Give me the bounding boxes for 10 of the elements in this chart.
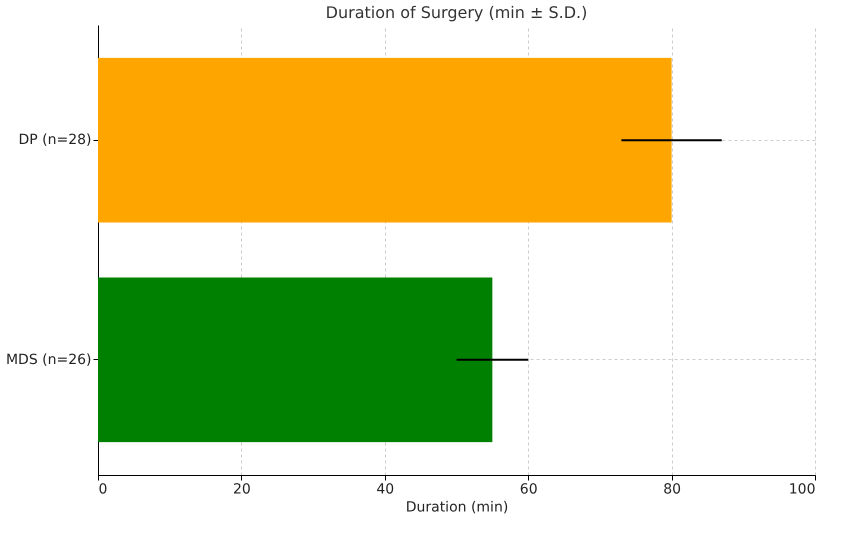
x-axis-title: Duration (min) <box>406 500 508 516</box>
x-tick-label: 40 <box>376 482 394 498</box>
y-tick-label: MDS (n=26) <box>6 352 92 368</box>
x-tick-label: 100 <box>788 482 816 498</box>
x-tick-label: 20 <box>232 482 251 498</box>
x-tick-label: 0 <box>98 482 108 498</box>
x-tick-label: 80 <box>663 482 682 498</box>
x-tick-label: 60 <box>520 482 538 498</box>
chart-title: Duration of Surgery (min ± S.D.) <box>326 3 588 22</box>
y-tick-label: DP (n=28) <box>18 132 92 148</box>
